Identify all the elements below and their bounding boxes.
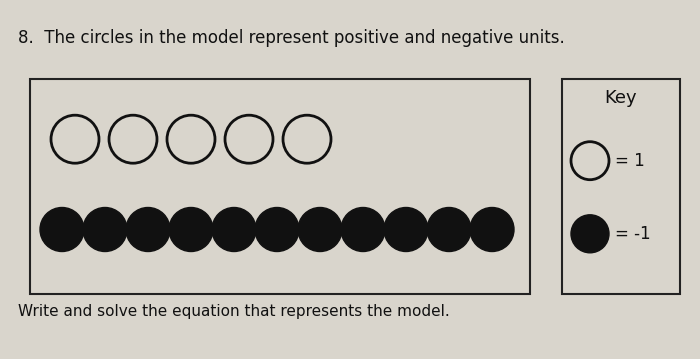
Circle shape	[427, 208, 471, 252]
Circle shape	[571, 215, 609, 253]
Circle shape	[341, 208, 385, 252]
Circle shape	[470, 208, 514, 252]
Text: = 1: = 1	[615, 152, 645, 170]
Circle shape	[40, 208, 84, 252]
Text: = -1: = -1	[615, 225, 650, 243]
Text: Write and solve the equation that represents the model.: Write and solve the equation that repres…	[18, 304, 449, 319]
Bar	[562, 79, 680, 294]
Circle shape	[83, 208, 127, 252]
Text: 8.  The circles in the model represent positive and negative units.: 8. The circles in the model represent po…	[18, 29, 565, 47]
Circle shape	[384, 208, 428, 252]
Bar	[30, 79, 530, 294]
Circle shape	[298, 208, 342, 252]
Circle shape	[212, 208, 256, 252]
Circle shape	[126, 208, 170, 252]
Circle shape	[255, 208, 299, 252]
Circle shape	[169, 208, 213, 252]
Text: Key: Key	[605, 89, 637, 107]
